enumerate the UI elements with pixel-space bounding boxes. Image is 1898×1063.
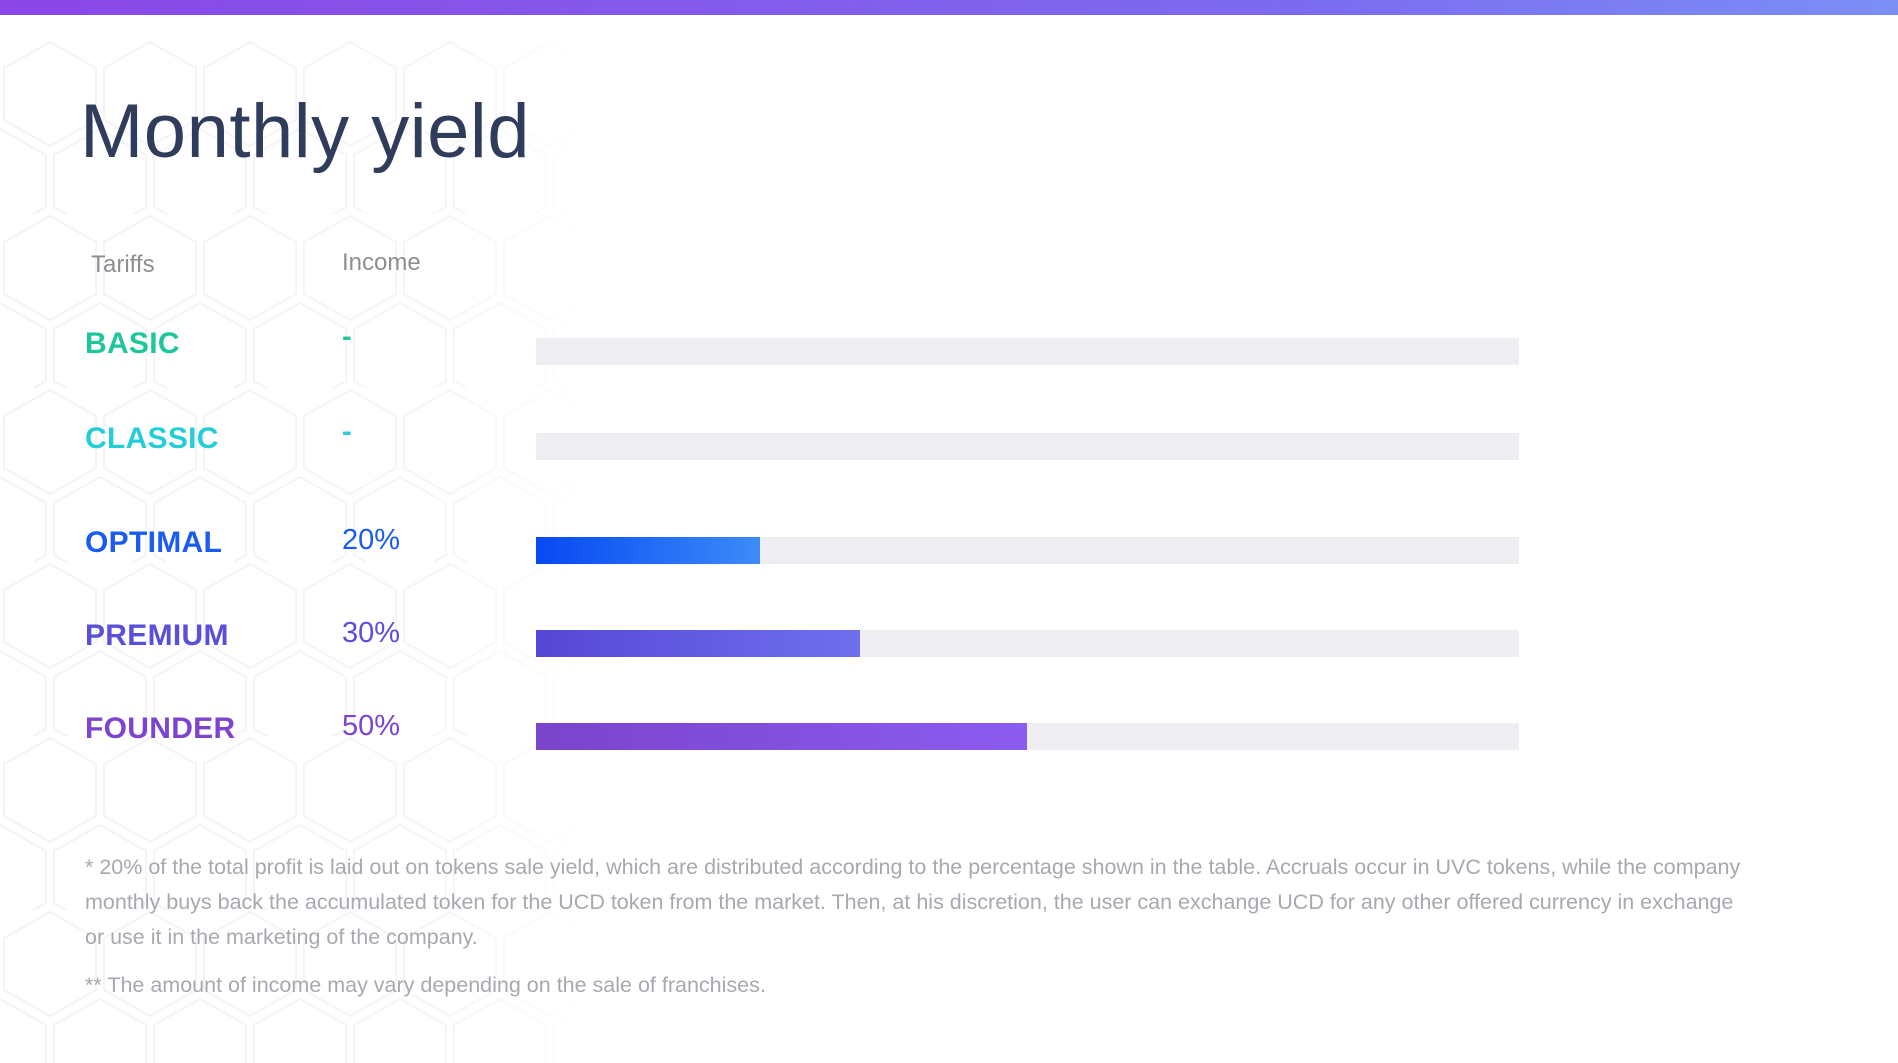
bar-fill-premium — [536, 630, 860, 657]
bar-fill-founder — [536, 723, 1027, 750]
tier-label-premium: PREMIUM — [85, 619, 229, 652]
column-header-tariffs: Tariffs — [91, 251, 155, 278]
top-accent-bar — [0, 0, 1898, 15]
bar-track-basic — [536, 338, 1519, 365]
tier-label-optimal: OPTIMAL — [85, 526, 223, 559]
bar-track-optimal — [536, 537, 1519, 564]
bar-track-founder — [536, 723, 1519, 750]
page-title: Monthly yield — [80, 89, 531, 174]
tier-income-founder: 50% — [342, 710, 401, 742]
tier-label-basic: BASIC — [85, 327, 180, 360]
bar-fill-optimal — [536, 537, 760, 564]
tier-income-basic: - — [342, 321, 352, 353]
tier-label-classic: CLASSIC — [85, 422, 219, 455]
footnote-income-variance: ** The amount of income may vary dependi… — [85, 973, 766, 997]
bar-track-premium — [536, 630, 1519, 657]
column-header-income: Income — [342, 249, 421, 276]
tier-income-optimal: 20% — [342, 524, 401, 556]
tier-income-classic: - — [342, 416, 352, 448]
tier-label-founder: FOUNDER — [85, 712, 236, 745]
bar-track-classic — [536, 433, 1519, 460]
tier-income-premium: 30% — [342, 617, 401, 649]
hexagon-background-pattern — [0, 40, 600, 1063]
footnote-profit-distribution: * 20% of the total profit is laid out on… — [85, 855, 1741, 949]
